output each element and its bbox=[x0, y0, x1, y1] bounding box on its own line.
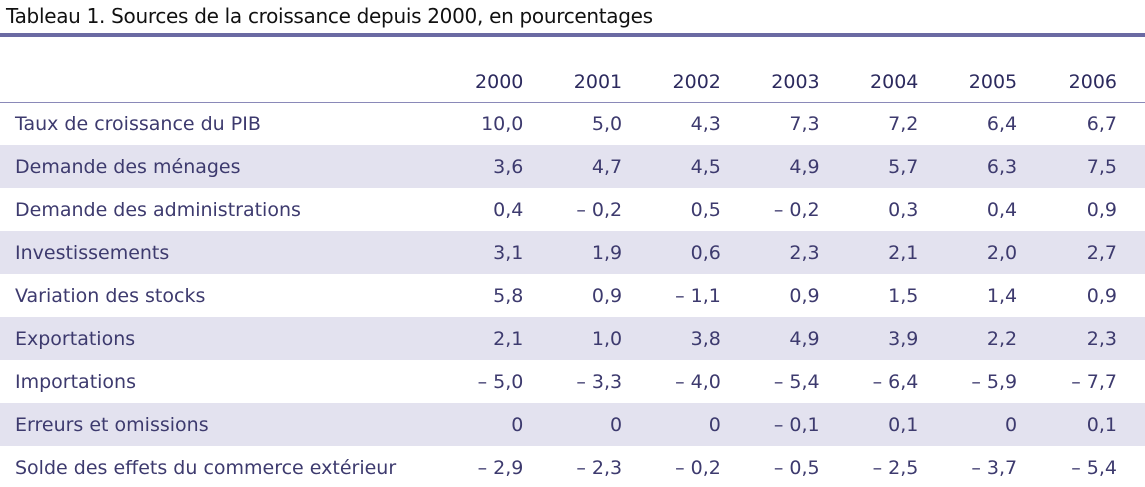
table-cell: – 5,9 bbox=[971, 370, 1018, 393]
header-row: 2000 2001 2002 2003 2004 2005 2006 bbox=[0, 62, 1145, 103]
table-cell: 1,9 bbox=[551, 231, 651, 274]
table-row: Variation des stocks 5,8 0,9 – 1,1 0,9 1… bbox=[0, 274, 1145, 317]
table-cell: 3,1 bbox=[452, 231, 552, 274]
table-cell: 6,3 bbox=[946, 145, 1046, 188]
row-label: Demande des ménages bbox=[0, 145, 453, 188]
table-cell: 2,3 bbox=[748, 231, 848, 274]
table-cell: 0,5 bbox=[690, 198, 721, 221]
table-cell: 4,3 bbox=[690, 112, 721, 135]
table-cell: 1,4 bbox=[986, 284, 1018, 307]
table-cell: 6,7 bbox=[1086, 112, 1117, 135]
row-label: Importations bbox=[15, 370, 136, 393]
table-cell: – 2,9 bbox=[477, 456, 524, 479]
table-cell: 0,4 bbox=[493, 198, 524, 221]
table-cell: 0,9 bbox=[1086, 284, 1117, 307]
table-cell: 4,9 bbox=[748, 317, 848, 360]
table-row: Exportations 2,1 1,0 3,8 4,9 3,9 2,2 2,3 bbox=[0, 317, 1145, 360]
column-header: 2006 bbox=[1045, 62, 1145, 103]
row-label: Investissements bbox=[0, 231, 453, 274]
table-row: Demande des ménages 3,6 4,7 4,5 4,9 5,7 … bbox=[0, 145, 1145, 188]
table-cell: 4,5 bbox=[650, 145, 749, 188]
growth-sources-table: 2000 2001 2002 2003 2004 2005 2006 Taux … bbox=[0, 62, 1145, 487]
table-row: Solde des effets du commerce extérieur –… bbox=[0, 446, 1145, 487]
table-cell: – 0,1 bbox=[748, 403, 848, 446]
table-cell: 0 bbox=[452, 403, 552, 446]
column-header: 2003 bbox=[748, 62, 848, 103]
table-cell: – 2,5 bbox=[872, 456, 919, 479]
table-cell: 2,1 bbox=[847, 231, 947, 274]
column-header: 2004 bbox=[847, 62, 947, 103]
table-cell: 0 bbox=[946, 403, 1046, 446]
table-cell: 0,1 bbox=[847, 403, 947, 446]
table-cell: – 0,5 bbox=[773, 456, 820, 479]
table-cell: – 5,4 bbox=[1071, 456, 1117, 479]
title-rule bbox=[0, 33, 1145, 37]
table-cell: 7,5 bbox=[1045, 145, 1145, 188]
table-row: Investissements 3,1 1,9 0,6 2,3 2,1 2,0 … bbox=[0, 231, 1145, 274]
table-cell: – 4,0 bbox=[675, 370, 721, 393]
table-cell: 0,6 bbox=[650, 231, 749, 274]
table-cell: 3,8 bbox=[650, 317, 749, 360]
row-label: Erreurs et omissions bbox=[0, 403, 453, 446]
table-cell: 5,7 bbox=[847, 145, 947, 188]
table-cell: 0,4 bbox=[986, 198, 1018, 221]
table-cell: 0,9 bbox=[591, 284, 623, 307]
row-label: Demande des administrations bbox=[15, 198, 301, 221]
table-cell: – 6,4 bbox=[872, 370, 919, 393]
column-header: 2000 bbox=[452, 62, 552, 103]
table-cell: 2,3 bbox=[1045, 317, 1145, 360]
table-cell: – 2,3 bbox=[576, 456, 623, 479]
table-cell: 4,7 bbox=[551, 145, 651, 188]
table-cell: 5,8 bbox=[493, 284, 524, 307]
table-cell: – 0,2 bbox=[675, 456, 721, 479]
table-row: Erreurs et omissions 0 0 0 – 0,1 0,1 0 0… bbox=[0, 403, 1145, 446]
table-cell: – 1,1 bbox=[675, 284, 721, 307]
table-cell: 1,0 bbox=[551, 317, 651, 360]
column-header: 2005 bbox=[946, 62, 1046, 103]
table-cell: 0 bbox=[650, 403, 749, 446]
table-cell: 0,1 bbox=[1045, 403, 1145, 446]
column-header: 2002 bbox=[650, 62, 749, 103]
table-cell: 7,3 bbox=[789, 112, 820, 135]
table-cell: – 0,2 bbox=[773, 198, 820, 221]
table-cell: 2,7 bbox=[1045, 231, 1145, 274]
table-cell: 6,4 bbox=[986, 112, 1018, 135]
table-cell: 2,0 bbox=[946, 231, 1046, 274]
table-cell: 10,0 bbox=[481, 112, 524, 135]
table-cell: 3,6 bbox=[452, 145, 552, 188]
row-label: Taux de croissance du PIB bbox=[15, 112, 261, 135]
table-cell: – 3,3 bbox=[576, 370, 623, 393]
table-cell: 3,9 bbox=[847, 317, 947, 360]
table-row: Importations – 5,0 – 3,3 – 4,0 – 5,4 – 6… bbox=[0, 360, 1145, 403]
table-cell: – 5,0 bbox=[477, 370, 524, 393]
column-header: 2001 bbox=[551, 62, 651, 103]
table-cell: 0,9 bbox=[789, 284, 820, 307]
table-cell: 0,9 bbox=[1086, 198, 1117, 221]
table-row: Taux de croissance du PIB 10,0 5,0 4,3 7… bbox=[0, 102, 1145, 145]
table-cell: – 5,4 bbox=[773, 370, 820, 393]
table-cell: 7,2 bbox=[888, 112, 919, 135]
table-cell: 5,0 bbox=[591, 112, 623, 135]
table-cell: 1,5 bbox=[888, 284, 919, 307]
table-cell: 0,3 bbox=[888, 198, 919, 221]
table-cell: – 0,2 bbox=[576, 198, 623, 221]
table-cell: 0 bbox=[551, 403, 651, 446]
row-label: Exportations bbox=[0, 317, 453, 360]
header-stub bbox=[0, 62, 453, 103]
table-cell: – 3,7 bbox=[971, 456, 1018, 479]
table-cell: 2,2 bbox=[946, 317, 1046, 360]
table-title: Tableau 1. Sources de la croissance depu… bbox=[6, 4, 653, 28]
table-cell: – 7,7 bbox=[1071, 370, 1117, 393]
row-label: Variation des stocks bbox=[15, 284, 206, 307]
table-row: Demande des administrations 0,4 – 0,2 0,… bbox=[0, 188, 1145, 231]
row-label: Solde des effets du commerce extérieur bbox=[15, 456, 397, 479]
table-cell: 2,1 bbox=[452, 317, 552, 360]
table-cell: 4,9 bbox=[748, 145, 848, 188]
